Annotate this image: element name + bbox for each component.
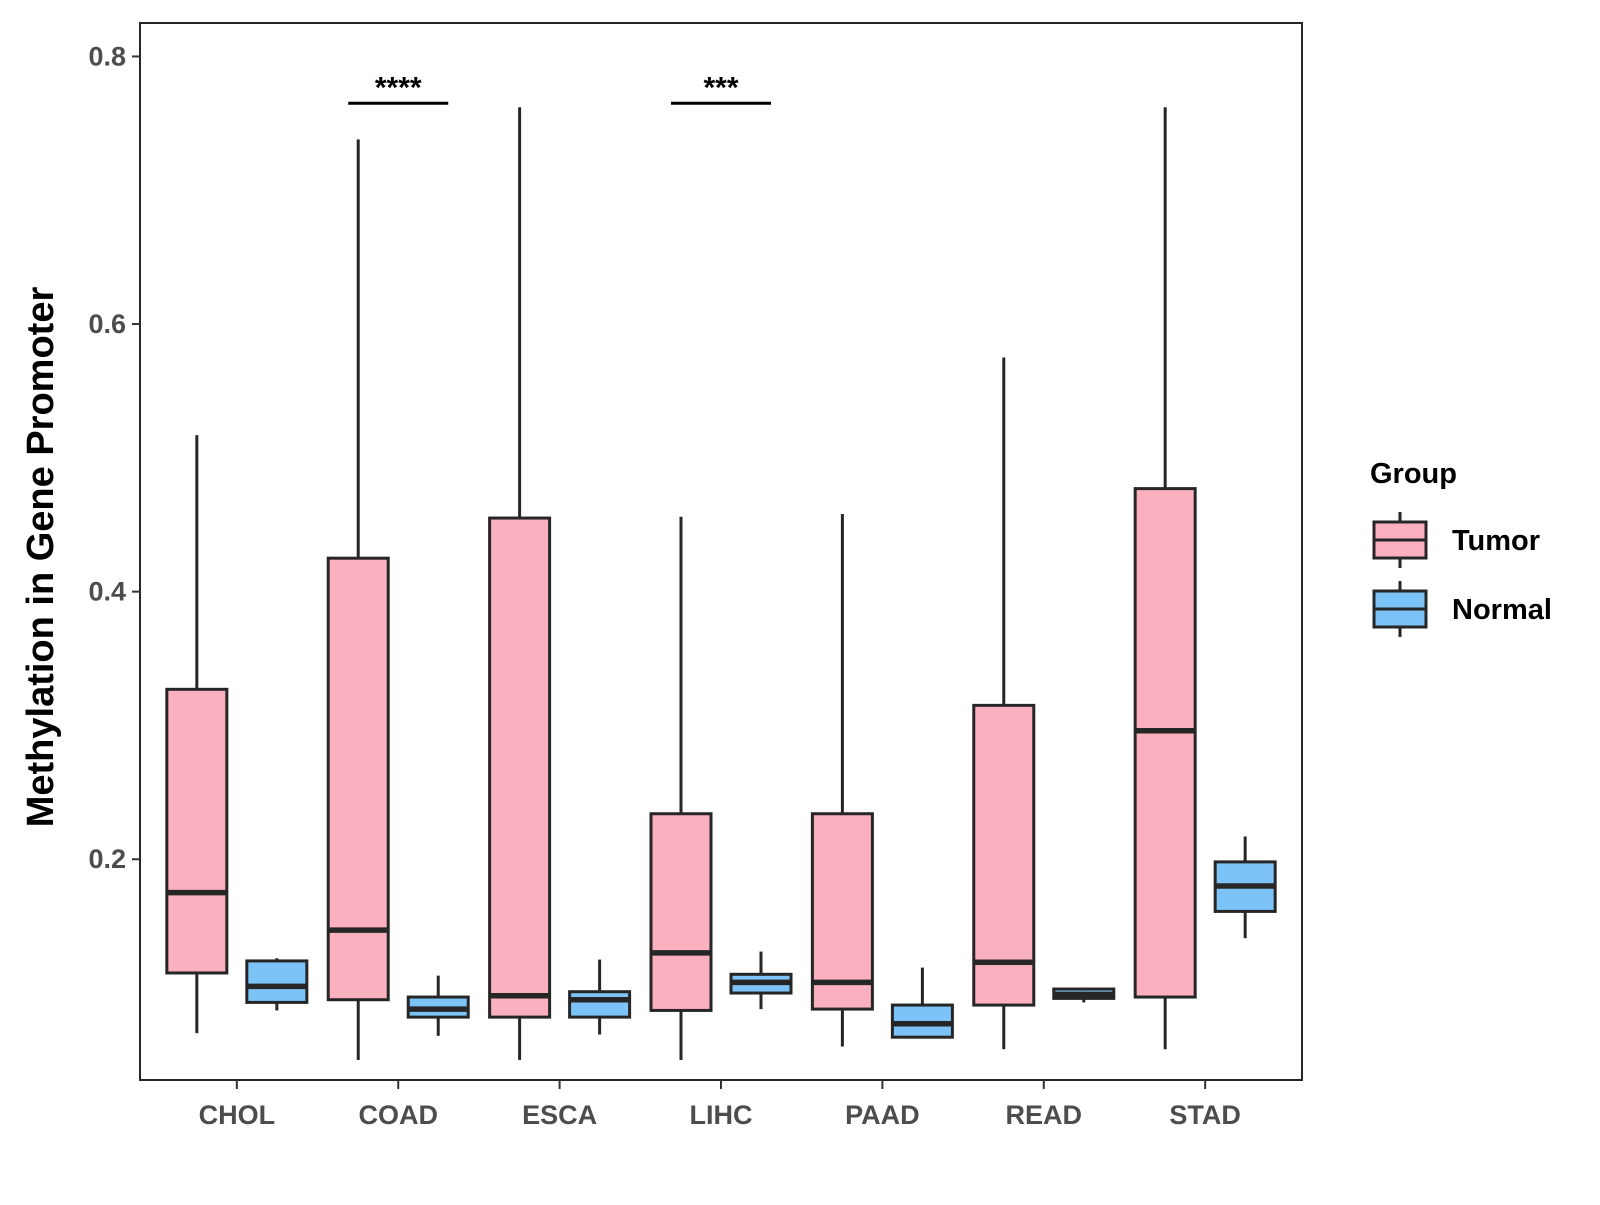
tumor-box-read	[972, 357, 1036, 1050]
normal-box-read	[1052, 987, 1116, 1003]
x-tick-label: LIHC	[690, 1100, 753, 1130]
normal-box-esca	[568, 959, 632, 1035]
iqr-box	[488, 516, 552, 1019]
plot-area: **** ***	[165, 71, 1277, 1060]
legend-title: Group	[1370, 458, 1457, 490]
x-tick-label: COAD	[358, 1100, 438, 1130]
tumor-box-paad	[810, 514, 874, 1047]
tumor-box-stad	[1133, 107, 1197, 1050]
x-tick-label: ESCA	[522, 1100, 597, 1130]
y-axis-title: Methylation in Gene Promoter	[20, 287, 62, 828]
normal-box-coad	[406, 975, 470, 1036]
normal-box-paad	[890, 967, 954, 1039]
iqr-box	[1133, 487, 1197, 999]
iqr-box	[649, 812, 713, 1012]
y-tick-label: 0.2	[88, 844, 126, 874]
iqr-box	[568, 990, 632, 1019]
iqr-box	[245, 959, 309, 1004]
legend-label: Tumor	[1452, 525, 1540, 557]
significance-label: ****	[375, 71, 422, 104]
y-tick-label: 0.6	[88, 309, 126, 339]
significance-label: ***	[703, 71, 738, 104]
y-tick-label: 0.8	[88, 41, 126, 71]
iqr-box	[972, 703, 1036, 1007]
legend-label: Normal	[1452, 594, 1552, 626]
x-tick-label: CHOL	[199, 1100, 276, 1130]
normal-box-stad	[1213, 836, 1277, 939]
y-tick-label: 0.4	[88, 577, 126, 607]
iqr-box	[810, 812, 874, 1011]
tumor-box-coad	[326, 139, 390, 1060]
normal-box-chol	[245, 958, 309, 1011]
legend: Group Tumor Normal	[1370, 458, 1552, 637]
tumor-box-esca	[488, 107, 552, 1060]
tumor-box-chol	[165, 435, 229, 1034]
legend-entry-normal: Normal	[1372, 581, 1552, 637]
x-tick-label: PAAD	[845, 1100, 920, 1130]
normal-box-lihc	[729, 951, 793, 1010]
axes: 0.2 0.4 0.6 0.8 CHOL COAD ESCA LIHC PAAD READ STAD	[88, 22, 1303, 1130]
x-tick-label: READ	[1006, 1100, 1083, 1130]
x-tick-label: STAD	[1169, 1100, 1241, 1130]
legend-entry-tumor: Tumor	[1372, 512, 1540, 568]
iqr-box	[326, 556, 390, 1002]
iqr-box	[165, 687, 229, 975]
tumor-box-lihc	[649, 516, 713, 1060]
